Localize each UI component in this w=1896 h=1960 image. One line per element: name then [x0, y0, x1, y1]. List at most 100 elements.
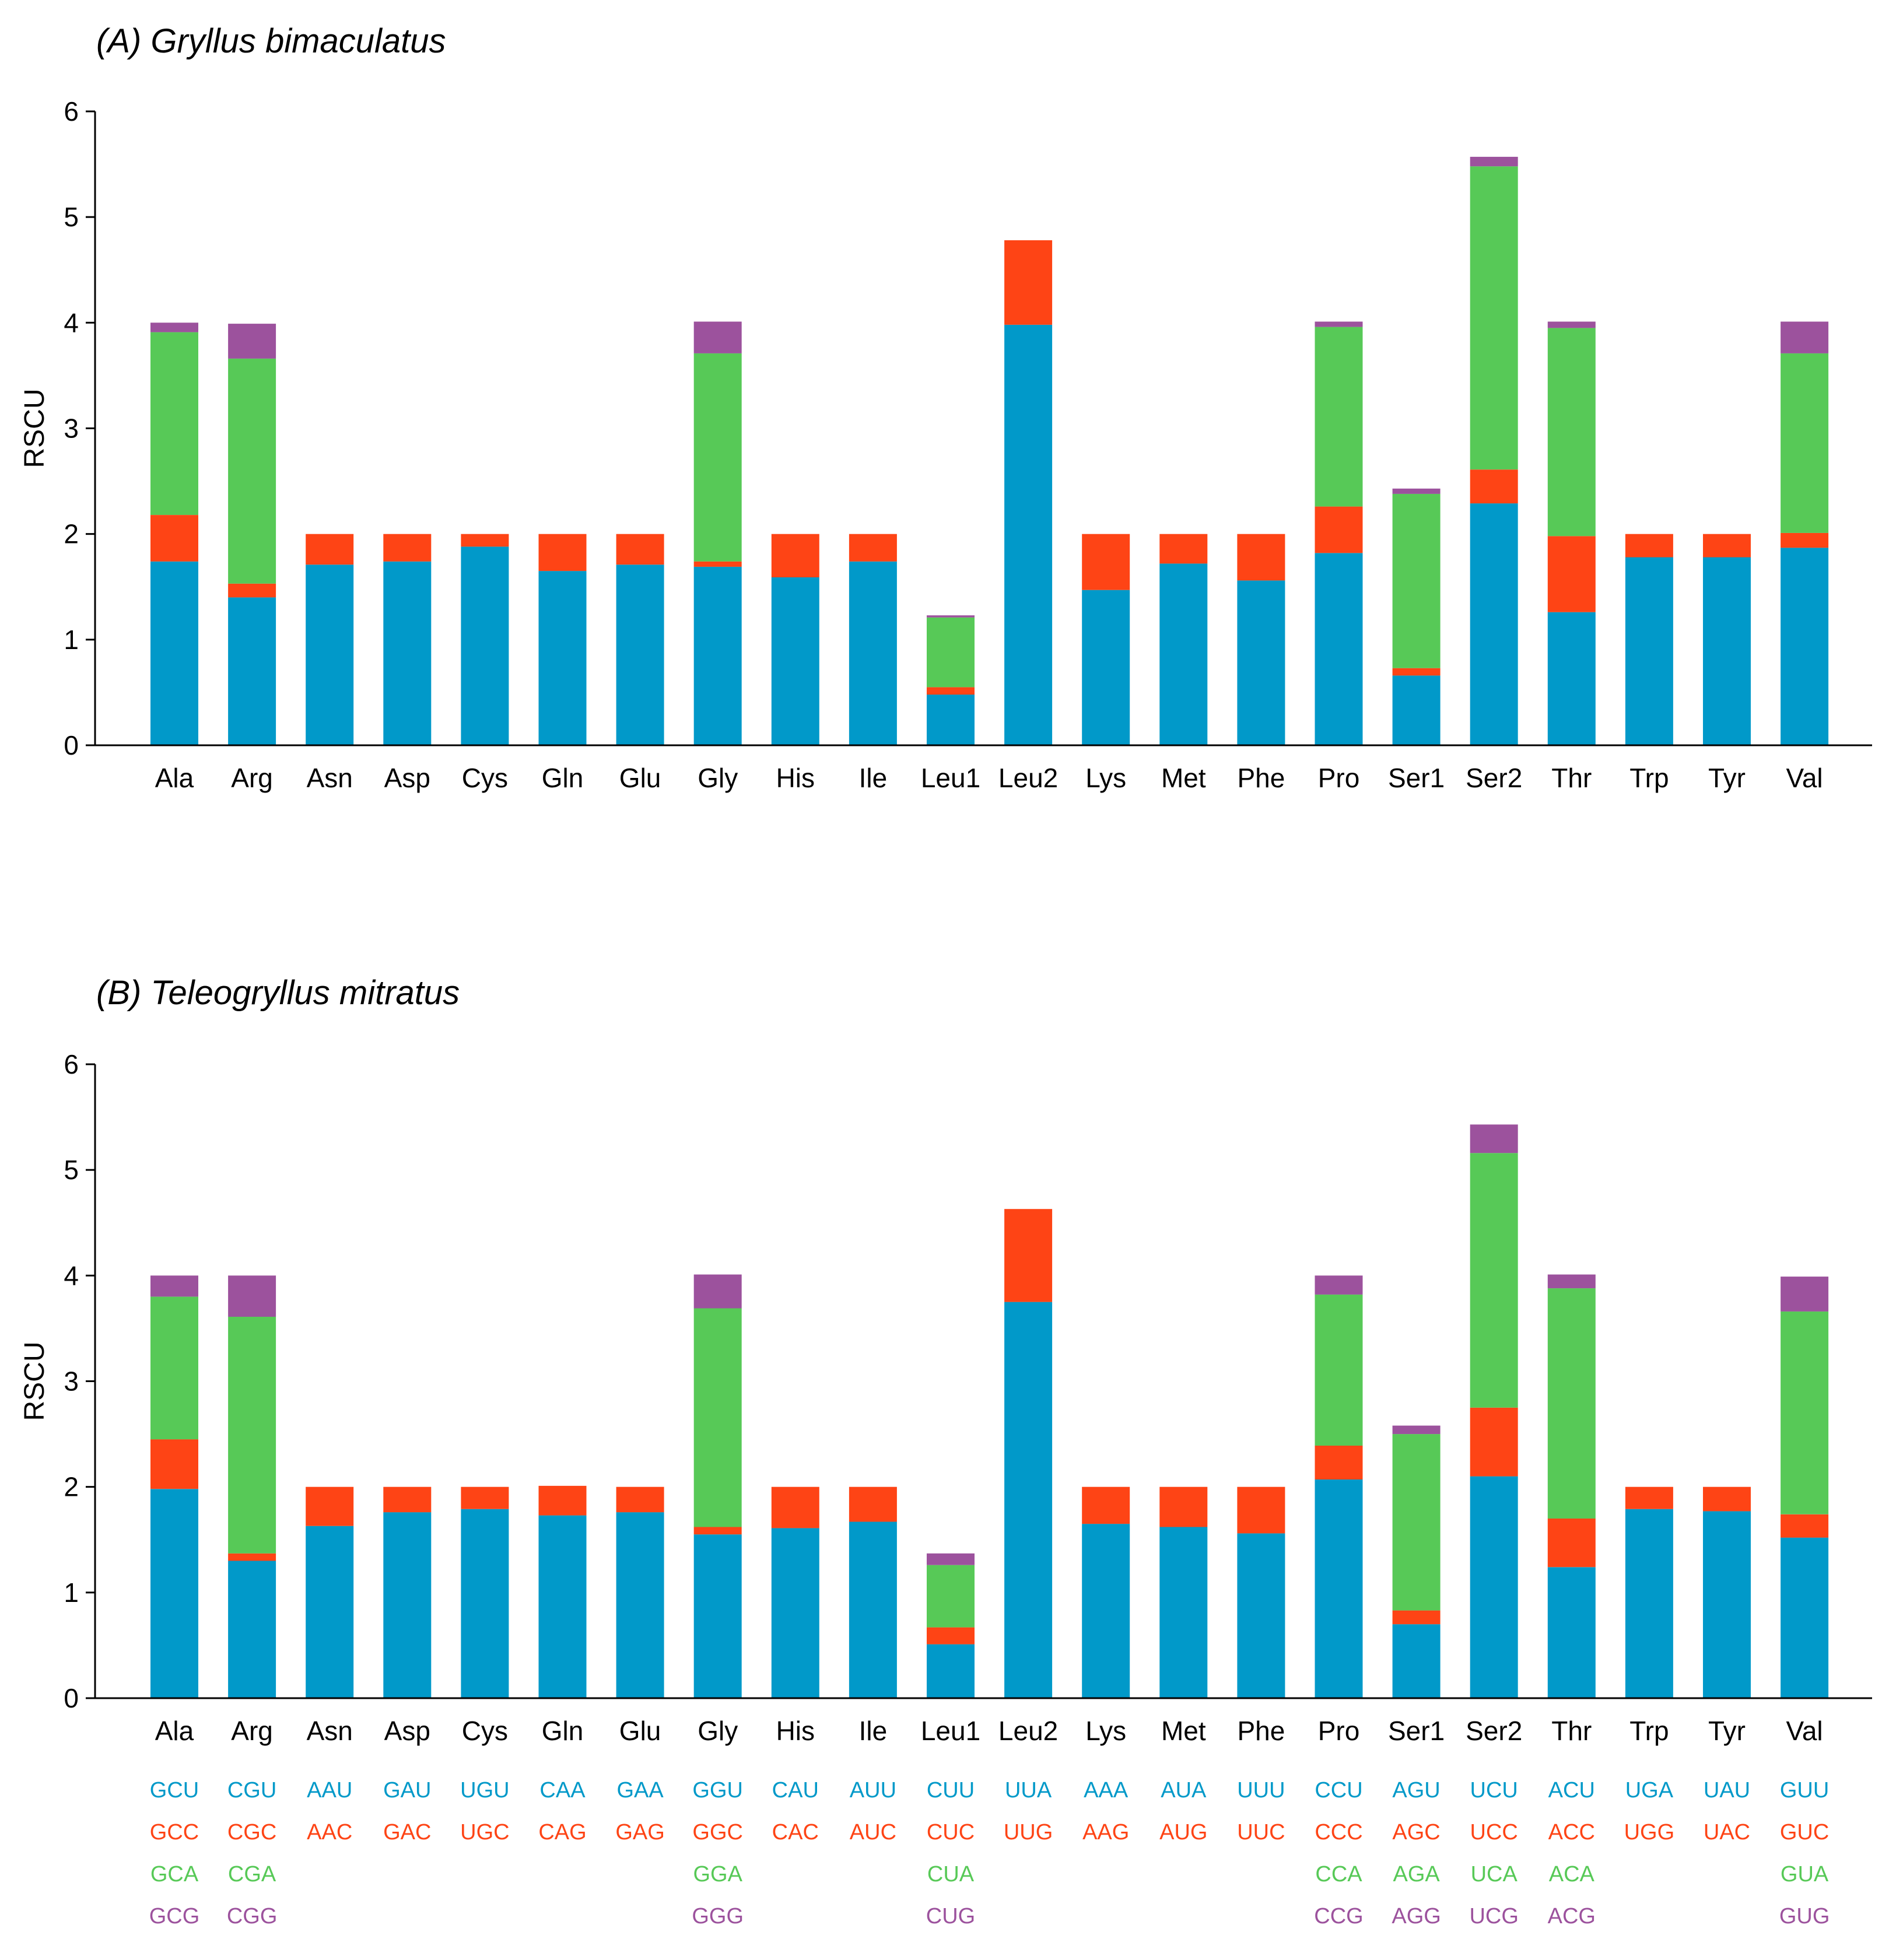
bar-segment-trp-red: [1625, 1486, 1673, 1509]
x-tick-label: Ser1: [1388, 1716, 1445, 1746]
bar-segment-pro-purple: [1315, 1275, 1363, 1295]
bar-segment-lys-red: [1082, 1486, 1130, 1524]
codon-label-ccg: CCG: [1314, 1904, 1363, 1929]
bar-segment-arg-purple: [228, 324, 276, 359]
bar-segment-leu1-green: [927, 617, 975, 688]
codon-label-auu: AUU: [850, 1778, 896, 1803]
bar-segment-val-purple: [1781, 1277, 1829, 1312]
codon-label-agg: AGG: [1392, 1904, 1441, 1929]
y-tick-label: 2: [64, 519, 79, 549]
bar-segment-gly-purple: [693, 321, 742, 353]
x-tick-label: Phe: [1237, 1716, 1285, 1746]
chart-title: (A) Gryllus bimaculatus: [96, 22, 446, 60]
x-tick-label: Leu1: [921, 763, 980, 793]
x-tick-label: Tyr: [1708, 763, 1746, 793]
bar-segment-ser1-blue: [1392, 675, 1441, 745]
x-tick-label: Arg: [231, 1716, 273, 1746]
bar-segment-leu1-blue: [927, 1644, 975, 1698]
y-tick-label: 2: [64, 1472, 79, 1502]
bar-segment-ser1-red: [1392, 668, 1441, 676]
x-tick-label: Gly: [698, 763, 738, 793]
y-tick-label: 5: [64, 202, 79, 232]
x-tick-label: Ile: [859, 1716, 888, 1746]
codon-label-aau: AAU: [307, 1778, 352, 1803]
x-tick-label: Lys: [1085, 763, 1126, 793]
codon-label-cac: CAC: [772, 1820, 819, 1845]
bar-segment-ser2-blue: [1470, 503, 1518, 745]
bar-segment-leu2-red: [1004, 1209, 1053, 1302]
bar-segment-his-red: [771, 534, 819, 577]
bar-segment-pro-green: [1315, 327, 1363, 507]
codon-label-gga: GGA: [693, 1862, 742, 1887]
bar-segment-arg-red: [228, 1553, 276, 1561]
codon-label-acu: ACU: [1548, 1778, 1595, 1803]
codon-label-ugu: UGU: [460, 1778, 509, 1803]
bar-segment-asn-red: [306, 1486, 354, 1526]
x-tick-label: Thr: [1551, 1716, 1592, 1746]
bar-segment-met-blue: [1159, 1527, 1208, 1698]
bar-segment-ala-green: [150, 332, 198, 515]
codon-label-ccc: CCC: [1315, 1820, 1362, 1845]
bar-segment-ile-blue: [849, 1521, 897, 1698]
bar-segment-gly-blue: [693, 1534, 742, 1698]
bar-segment-trp-blue: [1625, 557, 1673, 745]
codon-label-gca: GCA: [150, 1862, 199, 1887]
bar-segment-ser2-purple: [1470, 1124, 1518, 1153]
x-tick-label: Glu: [619, 1716, 661, 1746]
bar-segment-ser1-purple: [1392, 1425, 1441, 1435]
bar-segment-gln-blue: [538, 571, 587, 745]
codon-label-ucg: UCG: [1469, 1904, 1518, 1929]
codon-label-caa: CAA: [539, 1778, 586, 1803]
bar-segment-lys-red: [1082, 534, 1130, 590]
bar-segment-ser2-red: [1470, 469, 1518, 504]
codon-label-aac: AAC: [307, 1820, 352, 1845]
codon-label-uca: UCA: [1471, 1862, 1518, 1887]
bar-segment-ser2-purple: [1470, 156, 1518, 167]
x-tick-label: Arg: [231, 763, 273, 793]
codon-label-guc: GUC: [1780, 1820, 1829, 1845]
y-tick-label: 0: [64, 730, 79, 760]
bar-segment-leu2-blue: [1004, 1302, 1053, 1698]
x-tick-label: Ser1: [1388, 763, 1445, 793]
bar-segment-trp-blue: [1625, 1509, 1673, 1698]
x-tick-label: Asp: [384, 763, 430, 793]
codon-label-cgu: CGU: [227, 1778, 276, 1803]
x-tick-label: Ile: [859, 763, 888, 793]
bar-segment-ala-blue: [150, 561, 198, 745]
x-tick-label: Gln: [542, 763, 584, 793]
codon-label-uuu: UUU: [1237, 1778, 1285, 1803]
bar-segment-leu2-blue: [1004, 325, 1053, 745]
bar-segment-val-red: [1781, 532, 1829, 548]
x-tick-label: Asn: [307, 763, 353, 793]
y-tick-label: 6: [64, 1049, 79, 1079]
codon-label-gac: GAC: [383, 1820, 431, 1845]
bar-segment-cys-blue: [461, 1509, 509, 1698]
codon-label-guu: GUU: [1780, 1778, 1829, 1803]
bar-segment-leu1-purple: [927, 615, 975, 618]
y-tick-label: 3: [64, 413, 79, 444]
bar-segment-gly-purple: [693, 1274, 742, 1309]
codon-label-gcc: GCC: [150, 1820, 199, 1845]
x-tick-label: Phe: [1237, 763, 1285, 793]
bar-segment-cys-blue: [461, 546, 509, 745]
codon-label-aca: ACA: [1549, 1862, 1595, 1887]
bar-segment-leu1-green: [927, 1565, 975, 1628]
bar-segment-glu-red: [616, 534, 664, 565]
codon-label-uga: UGA: [1625, 1778, 1674, 1803]
x-tick-label: Ala: [155, 763, 194, 793]
bar-segment-asp-blue: [383, 1512, 432, 1698]
codon-label-aua: AUA: [1161, 1778, 1207, 1803]
codon-label-cug: CUG: [926, 1904, 975, 1929]
codon-label-ggg: GGG: [692, 1904, 744, 1929]
codon-label-cuu: CUU: [927, 1778, 975, 1803]
bar-segment-gln-red: [538, 534, 587, 571]
codon-label-cga: CGA: [228, 1862, 276, 1887]
bar-segment-gly-red: [693, 561, 742, 567]
codon-label-aga: AGA: [1393, 1862, 1440, 1887]
bar-segment-pro-green: [1315, 1294, 1363, 1446]
x-tick-label: Gln: [542, 1716, 584, 1746]
x-tick-label: Cys: [462, 763, 508, 793]
bar-segment-asn-blue: [306, 564, 354, 745]
codon-legend: GCU CGU AAU GAU UGU CAA GAA GGU CAU AUU CUU UUA AAA A…: [149, 1778, 1830, 1929]
